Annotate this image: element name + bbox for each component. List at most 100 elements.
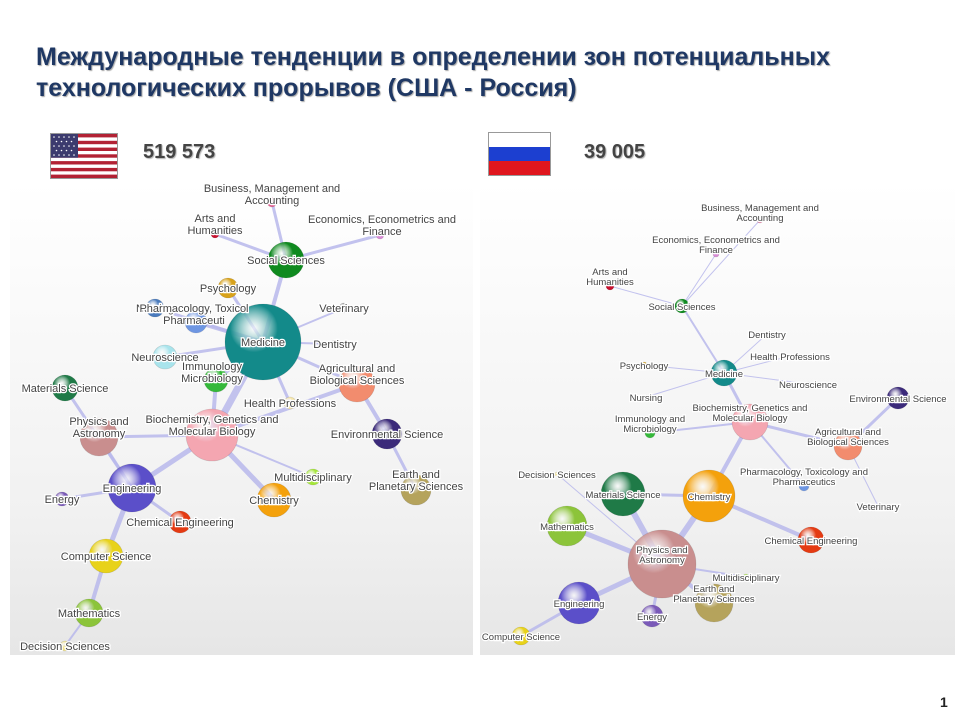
russia-node-immunology[interactable] [644,427,656,439]
russia-label-computer: Computer Science [482,632,560,643]
russia-node-computer[interactable] [511,626,531,646]
russia-node-biochem[interactable] [731,403,769,441]
usa-node-veterinary[interactable] [338,302,350,314]
russia-label-pharmacology: Pharmacology, Toxicology and Pharmaceutic… [740,467,868,488]
usa-node-social[interactable] [267,241,305,279]
russia-label-business: Business, Management and Accounting [701,203,819,224]
usa-node-computer[interactable] [88,538,124,574]
usa-node-mathematics[interactable] [74,598,104,628]
russia-node-environmental[interactable] [886,386,910,410]
usa-nodes [51,196,432,652]
usa-label-social: Social Sciences [247,255,325,267]
russia-flag-icon [488,132,551,176]
russia-label-energy: Energy [637,612,667,623]
usa-node-biochem[interactable] [185,408,239,462]
russia-label-multidisciplinary: Multidisciplinary [712,573,779,584]
russia-network-graph: Business, Management and Accounting Econom… [481,202,948,646]
russia-node-agri[interactable] [833,431,863,461]
usa-label-agri: Agricultural and Biological Sciences [310,363,405,387]
usa-node-environmental[interactable] [371,418,403,450]
usa-label-economics: Economics, Econometrics and Finance [308,214,456,238]
russia-label-materials: Materials Science [586,490,661,501]
russia-node-medicine[interactable] [710,359,738,387]
usa-node-medicine[interactable] [224,303,302,381]
usa-label-multidisciplinary: Multidisciplinary [274,472,352,484]
russia-node-business[interactable] [756,216,764,224]
russia-node-chemistry[interactable] [682,469,736,523]
russia-node-social[interactable] [674,298,690,314]
russia-node-arts[interactable] [605,281,615,291]
usa-label-pharmacology: Pharmacology, Toxicol Pharmaceuti [139,303,248,327]
usa-node-dentistry[interactable] [330,339,340,349]
russia-node-earth[interactable] [694,583,734,623]
usa-publication-count: 519 573 [143,141,216,163]
usa-label-neuroscience: Neuroscience [131,352,198,364]
usa-label-chemical: Chemical Engineering [126,517,234,529]
russia-node-veterinary[interactable] [875,503,881,509]
russia-label-nursing: Nursing [630,393,663,404]
russia-node-nursing[interactable] [643,394,649,400]
russia-edge-social-economics [681,253,717,307]
usa-node-physics[interactable] [79,417,119,457]
russia-label-psychology: Psychology [620,361,669,372]
usa-node-multidisciplinary[interactable] [304,468,322,486]
russia-node-decision[interactable] [554,471,560,477]
usa-label-mathematics: Mathematics [58,608,121,620]
usa-node-arts[interactable] [210,229,220,239]
russia-node-mathematics[interactable] [546,505,588,547]
russia-node-multidisciplinary[interactable] [742,573,750,581]
russia-nodes [511,216,910,646]
russia-node-economics[interactable] [712,250,720,258]
russia-label-environmental: Environmental Science [849,394,946,405]
usa-node-immunology[interactable] [203,367,229,393]
russia-node-materials[interactable] [600,471,646,517]
slide-title: Международные тенденции в определении зо… [36,43,830,102]
usa-node-health[interactable] [283,396,297,410]
russia-node-energy[interactable] [640,604,664,628]
russia-edge-social-arts [609,285,683,307]
russia-network-panel: Business, Management and Accounting Econom… [480,182,955,655]
russia-label-social: Social Sciences [648,302,715,313]
usa-label-chemistry: Chemistry [249,495,299,507]
usa-label-immunology: Immunology Microbiology [181,361,243,385]
usa-label-health: Health Professions [244,398,337,410]
russia-label-physics: Physics and Astronomy [636,545,687,566]
russia-node-chemical[interactable] [797,526,825,554]
russia-label-medicine: Medicine [705,369,743,380]
usa-node-pharmacology[interactable] [184,310,208,334]
usa-node-decision[interactable] [59,640,71,652]
russia-node-engineering[interactable] [557,581,601,625]
usa-node-agri[interactable] [338,365,376,403]
russia-edge-medicine-nursing [645,372,725,398]
usa-node-chemistry[interactable] [256,482,292,518]
usa-node-energy[interactable] [54,491,70,507]
russia-node-pharmacology[interactable] [798,480,810,492]
russia-edge-social-medicine [681,305,725,374]
usa-node-neuroscience[interactable] [152,344,178,370]
russia-node-health[interactable] [787,353,793,359]
usa-label-nursing: Nursing [136,303,174,315]
russia-label-mathematics: Mathematics [540,522,594,533]
russia-edge-medicine-neuroscience [723,372,809,385]
usa-node-earth[interactable] [400,474,432,506]
usa-label-engineering: Engineering [103,483,162,495]
usa-node-materials[interactable] [51,374,79,402]
usa-network-panel: Business, Management and Accounting Arts a… [10,182,473,655]
russia-label-chemical: Chemical Engineering [765,536,858,547]
russia-node-physics[interactable] [627,529,697,599]
usa-label-medicine: Medicine [241,337,285,349]
usa-label-environmental: Environmental Science [331,429,444,441]
russia-edge-social-business [681,219,761,307]
usa-node-nursing[interactable] [145,298,165,318]
usa-node-business[interactable] [266,196,278,208]
usa-node-economics[interactable] [375,230,385,240]
usa-node-chemical[interactable] [168,510,192,534]
russia-node-dentistry[interactable] [764,331,770,337]
usa-node-psychology[interactable] [217,277,239,299]
russia-label-decision: Decision Sciences [518,470,596,481]
usa-label-earth: Earth and Planetary Sciences [369,469,464,493]
usa-label-computer: Computer Science [61,551,152,563]
russia-node-psychology[interactable] [640,361,648,369]
usa-node-engineering[interactable] [107,463,157,513]
russia-node-neuroscience[interactable] [805,381,811,387]
